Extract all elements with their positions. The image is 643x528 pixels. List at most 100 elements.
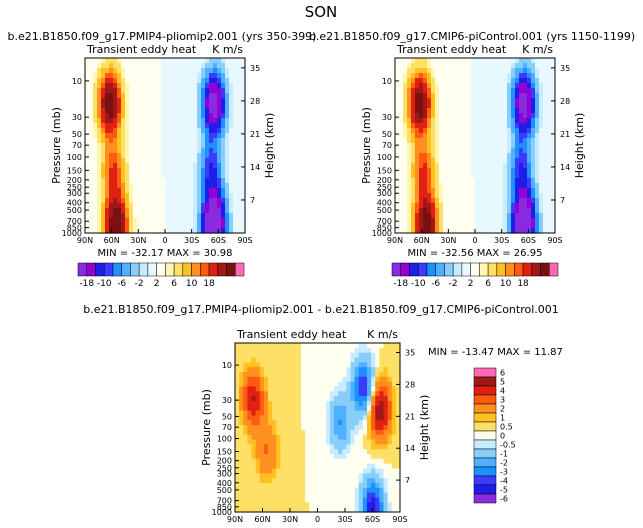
heatmap-cell: [121, 158, 126, 164]
heatmap-cell: [535, 208, 540, 214]
height-tick-label: 21: [250, 130, 260, 139]
heatmap-cell: [447, 183, 452, 189]
heatmap-cell: [241, 213, 246, 219]
heatmap-cell: [499, 193, 504, 199]
y-tick-label: 250: [377, 183, 392, 192]
heatmap-cell: [451, 208, 456, 214]
heatmap-cell: [117, 68, 122, 74]
heatmap-cell: [346, 400, 352, 407]
heatmap-cell: [85, 88, 90, 94]
heatmap-cell: [201, 148, 206, 154]
heatmap-cell: [133, 98, 138, 104]
heatmap-cell: [383, 458, 389, 465]
heatmap-cell: [367, 396, 372, 402]
heatmap-cell: [391, 396, 397, 402]
heatmap-cell: [243, 502, 248, 508]
heatmap-cell: [284, 487, 290, 494]
heatmap-cell: [272, 425, 277, 431]
heatmap-cell: [483, 183, 488, 189]
colorbar-box: [173, 262, 184, 277]
heatmap-cell: [313, 502, 319, 508]
heatmap-cell: [251, 497, 257, 503]
heatmap-cell: [350, 468, 356, 474]
heatmap-cell: [169, 158, 174, 164]
heatmap-cell: [193, 228, 198, 234]
heatmap-cell: [313, 352, 319, 359]
panel-title: b.e21.B1850.f09_g17.PMIP4-pliomip2.001 -…: [83, 303, 559, 316]
heatmap-cell: [371, 376, 376, 383]
heatmap-cell: [471, 213, 476, 219]
heatmap-cell: [280, 367, 286, 373]
heatmap-cell: [467, 143, 472, 149]
heatmap-cell: [451, 178, 456, 184]
heatmap-cell: [383, 347, 389, 354]
heatmap-cell: [487, 63, 492, 69]
heatmap-cell: [459, 178, 464, 184]
heatmap-cell: [503, 88, 508, 94]
heatmap-cell: [507, 213, 512, 219]
heatmap-cell: [511, 158, 516, 164]
heatmap-cell: [431, 213, 436, 219]
heatmap-cell: [447, 213, 452, 219]
heatmap-cell: [153, 118, 158, 124]
right-label: K m/s: [367, 328, 398, 341]
heatmap-cell: [338, 439, 343, 445]
heatmap-cell: [255, 478, 261, 484]
heatmap-cell: [129, 83, 134, 89]
heatmap-cell: [145, 118, 150, 124]
heatmap-cell: [459, 123, 464, 129]
heatmap-cell: [391, 439, 397, 445]
heatmap-cell: [515, 163, 520, 169]
heatmap-cell: [519, 223, 524, 229]
heatmap-cell: [280, 376, 286, 383]
heatmap-cell: [217, 208, 222, 214]
heatmap-cell: [334, 343, 339, 349]
heatmap-cell: [455, 83, 460, 89]
heatmap-cell: [395, 228, 400, 234]
heatmap-cell: [177, 68, 182, 74]
heatmap-cell: [251, 434, 257, 441]
heatmap-cell: [342, 497, 347, 503]
heatmap-cell: [391, 425, 397, 431]
heatmap-cell: [515, 108, 520, 114]
heatmap-cell: [205, 63, 210, 69]
heatmap-cell: [141, 168, 146, 174]
heatmap-cell: [149, 88, 154, 94]
heatmap-cell: [284, 415, 290, 421]
heatmap-cell: [543, 228, 548, 234]
heatmap-cell: [479, 73, 484, 79]
heatmap-cell: [455, 173, 460, 179]
heatmap-cell: [483, 63, 488, 69]
heatmap-cell: [447, 128, 452, 134]
heatmap-cell: [239, 507, 244, 513]
heatmap-cell: [531, 108, 536, 114]
heatmap-cell: [479, 143, 484, 149]
heatmap-cell: [479, 188, 484, 194]
heatmap-cell: [395, 103, 400, 109]
heatmap-cell: [169, 58, 174, 64]
heatmap-cell: [435, 153, 440, 159]
heatmap-cell: [229, 63, 234, 69]
heatmap-cell: [93, 223, 98, 229]
heatmap-cell: [181, 173, 186, 179]
heatmap-cell: [399, 213, 404, 219]
heatmap-cell: [113, 198, 118, 204]
heatmap-cell: [229, 193, 234, 199]
heatmap-cell: [157, 143, 162, 149]
heatmap-cell: [113, 78, 118, 84]
heatmap-cell: [491, 193, 496, 199]
heatmap-cell: [371, 362, 376, 368]
heatmap-cell: [519, 198, 524, 204]
heatmap-cell: [354, 386, 360, 392]
heatmap-cell: [419, 108, 424, 114]
colorbar-box: [473, 385, 497, 396]
heatmap-cell: [451, 188, 456, 194]
heatmap-cell: [375, 352, 380, 359]
heatmap-cell: [483, 123, 488, 129]
heatmap-cell: [280, 429, 286, 436]
heatmap-cell: [181, 108, 186, 114]
heatmap-cell: [251, 444, 257, 450]
heatmap-cell: [338, 454, 343, 460]
heatmap-cell: [358, 347, 364, 354]
heatmap-cell: [419, 178, 424, 184]
